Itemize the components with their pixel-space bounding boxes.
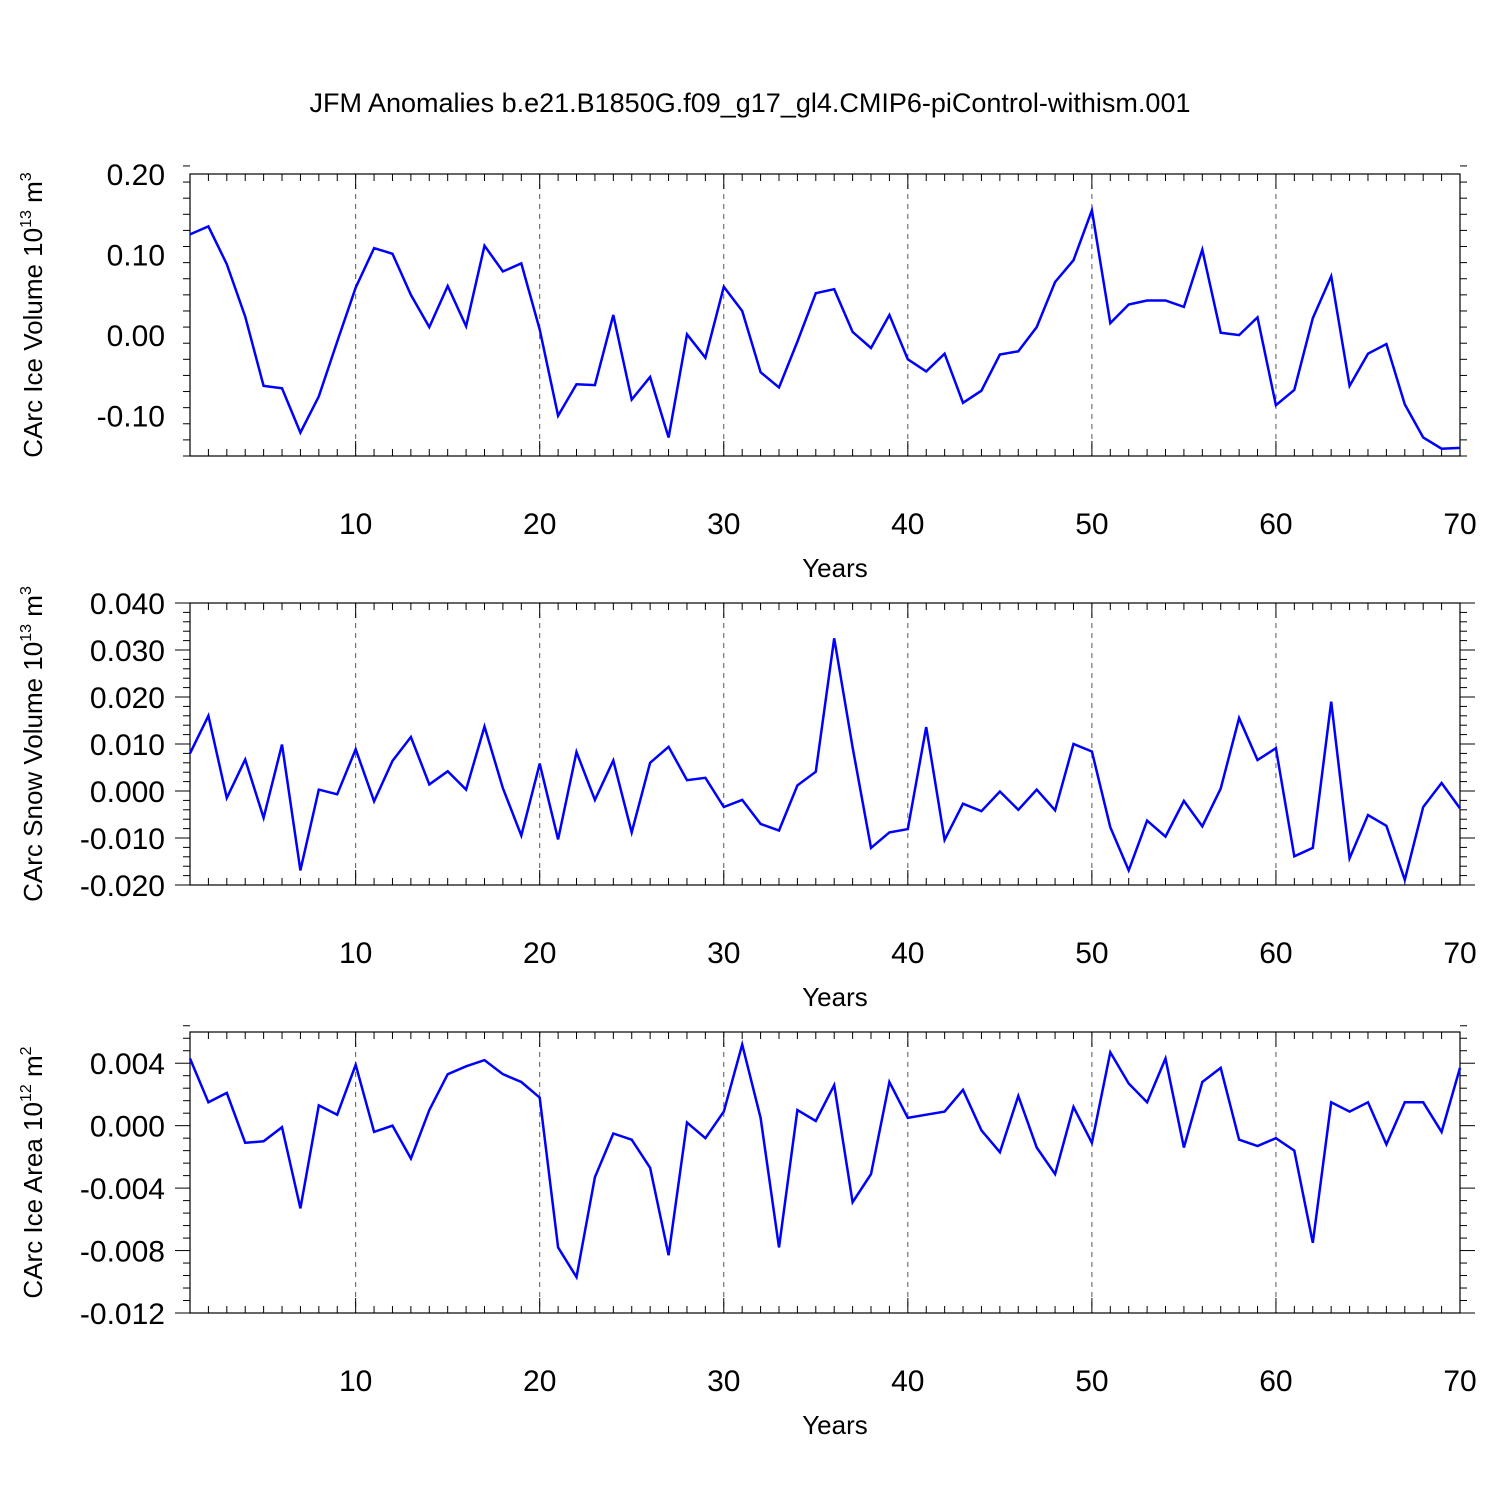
x-tick-label: 40 [891, 1365, 924, 1398]
y-axis-label: CArc Ice Volume 1013 m3 [18, 172, 48, 457]
y-tick-label: -0.10 [97, 401, 165, 434]
chart-title: JFM Anomalies b.e21.B1850G.f09_g17_gl4.C… [309, 88, 1191, 118]
y-tick-label: 0.040 [90, 588, 165, 621]
y-tick-label: 0.030 [90, 635, 165, 668]
y-tick-label: -0.010 [80, 823, 165, 856]
y-tick-label: 0.010 [90, 729, 165, 762]
y-tick-label: 0.20 [107, 159, 165, 192]
y-tick-label: 0.000 [90, 1111, 165, 1144]
data-series-line [189, 205, 1461, 450]
x-tick-label: 40 [891, 937, 924, 970]
panel-1: 10 20 30 40 50 60 70 -0.10 0.00 0.10 0.20 Years CArc… [18, 159, 1477, 583]
y-tick-label: -0.008 [80, 1236, 165, 1269]
x-tick-label: 40 [891, 508, 924, 541]
x-tick-label: 30 [707, 937, 740, 970]
y-axis-label: CArc Ice Area 1012 m2 [18, 1046, 48, 1298]
x-tick-label: 70 [1443, 1365, 1476, 1398]
x-tick-label: 10 [339, 508, 372, 541]
y-tick-label: 0.004 [90, 1048, 165, 1081]
y-tick-label: 0.10 [107, 240, 165, 273]
x-tick-label: 30 [707, 1365, 740, 1398]
x-tick-label: 20 [523, 1365, 556, 1398]
y-tick-label: 0.00 [107, 320, 165, 353]
x-axis-label: Years [802, 553, 868, 583]
x-tick-label: 50 [1075, 937, 1108, 970]
x-axis-label: Years [802, 982, 868, 1012]
x-tick-label: 70 [1443, 508, 1476, 541]
y-tick-label: -0.004 [80, 1173, 165, 1206]
x-tick-label: 60 [1259, 937, 1292, 970]
x-axis-label: Years [802, 1410, 868, 1440]
x-tick-label: 30 [707, 508, 740, 541]
x-tick-label: 70 [1443, 937, 1476, 970]
x-tick-label: 50 [1075, 508, 1108, 541]
y-tick-label: -0.020 [80, 870, 165, 903]
y-tick-label: 0.020 [90, 682, 165, 715]
x-tick-label: 60 [1259, 508, 1292, 541]
x-tick-label: 20 [523, 937, 556, 970]
x-tick-label: 50 [1075, 1365, 1108, 1398]
x-tick-label: 10 [339, 937, 372, 970]
y-tick-label: 0.000 [90, 776, 165, 809]
plot-frame [189, 1031, 1461, 1314]
x-tick-label: 10 [339, 1365, 372, 1398]
x-tick-label: 20 [523, 508, 556, 541]
data-series-line [188, 1039, 1462, 1281]
y-tick-label: -0.012 [80, 1298, 165, 1331]
panel-3: 10 20 30 40 50 60 70 -0.012 -0.008 -0.004 0.000 0.0… [18, 1025, 1477, 1440]
data-series-line [188, 638, 1462, 885]
plot-frame [189, 173, 1461, 457]
panel-2: 10 20 30 40 50 60 70 -0.020 -0.010 0.000 0.010 0.02… [18, 586, 1477, 1012]
y-axis-label: CArc Snow Volume 1013 m3 [18, 586, 48, 902]
plot-frame [189, 602, 1461, 886]
x-tick-label: 60 [1259, 1365, 1292, 1398]
